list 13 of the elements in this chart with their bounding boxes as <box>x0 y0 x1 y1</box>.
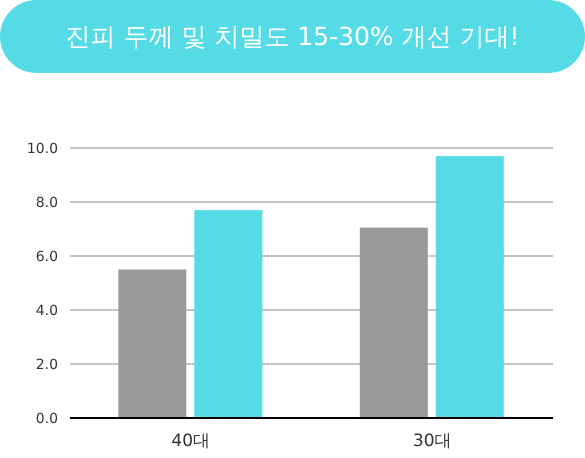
y-tick-label: 8.0 <box>36 194 58 211</box>
y-tick-label: 6.0 <box>36 248 58 265</box>
y-tick-label: 10.0 <box>26 140 58 157</box>
chart-title: 진피 두께 및 치밀도 15-30% 개선 기대! <box>0 0 585 73</box>
y-tick-label: 0.0 <box>36 410 58 427</box>
bar <box>118 270 186 418</box>
y-tick-label: 2.0 <box>36 356 58 373</box>
bar <box>436 156 504 418</box>
x-tick-label: 40대 <box>171 431 210 452</box>
x-tick-label: 30대 <box>412 431 452 452</box>
bar <box>194 210 262 418</box>
y-tick-label: 4.0 <box>36 302 58 319</box>
bar <box>360 228 428 418</box>
